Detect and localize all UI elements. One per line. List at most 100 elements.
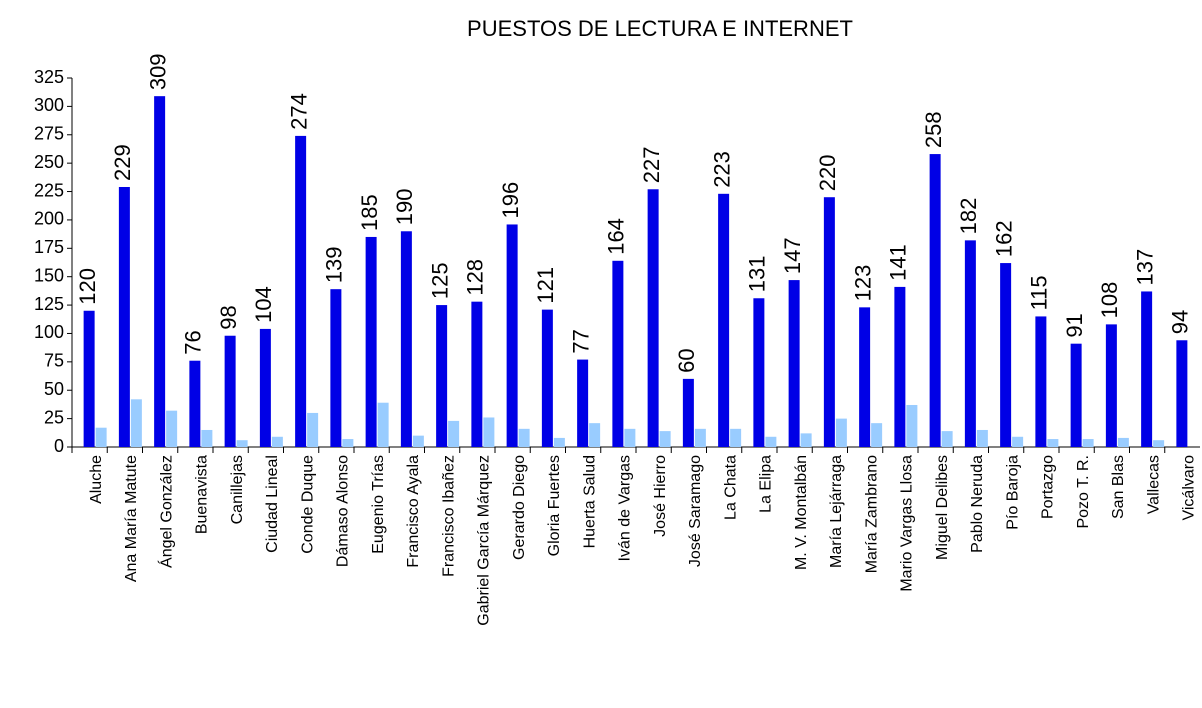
bar	[295, 135, 307, 448]
x-tick-label: Eugenio Trías	[370, 455, 387, 554]
value-label: 121	[533, 267, 558, 304]
value-label: 196	[498, 182, 523, 219]
bar	[400, 231, 412, 447]
x-tick-label: María Lejárraga	[828, 455, 845, 568]
value-label: 77	[568, 329, 593, 353]
bar	[189, 360, 201, 447]
x-tick-label: Miguel Delibes	[934, 455, 951, 560]
bar	[859, 307, 871, 447]
value-label: 220	[815, 154, 840, 191]
value-label: 76	[181, 330, 206, 354]
bar	[1047, 439, 1059, 447]
bar	[730, 428, 742, 447]
x-tick-label: Pablo Neruda	[969, 455, 986, 553]
x-tick-label: Vicálvaro	[1181, 455, 1198, 521]
bar	[765, 436, 777, 447]
x-tick-label: Iván de Vargas	[617, 455, 634, 561]
bar	[788, 280, 800, 447]
value-label: 223	[709, 151, 734, 188]
y-tick-label: 250	[34, 152, 64, 172]
bar	[95, 427, 107, 447]
value-label: 185	[357, 194, 382, 231]
bar	[553, 437, 565, 447]
x-tick-label: José Saramago	[687, 455, 704, 567]
bar	[682, 378, 694, 447]
bar	[83, 310, 95, 447]
y-tick-label: 325	[34, 67, 64, 87]
bar	[483, 417, 495, 447]
bar	[1000, 263, 1012, 447]
bar	[1012, 436, 1024, 447]
bar	[271, 436, 283, 447]
bar	[236, 440, 248, 447]
y-tick-label: 150	[34, 265, 64, 285]
bar	[589, 423, 601, 447]
bar	[835, 418, 847, 447]
value-label: 229	[110, 144, 135, 181]
x-tick-label: Gerardo Diego	[511, 455, 528, 560]
x-tick-label: Pozo T. R.	[1075, 455, 1092, 529]
y-tick-label: 225	[34, 180, 64, 200]
bar	[377, 402, 389, 447]
y-tick-label: 300	[34, 95, 64, 115]
bar	[1035, 316, 1047, 447]
bar	[118, 186, 130, 447]
x-tick-label: Ángel González	[156, 455, 175, 568]
value-label: 139	[322, 246, 347, 283]
bar	[166, 410, 178, 447]
y-tick-label: 75	[44, 351, 64, 371]
value-label: 60	[674, 348, 699, 372]
value-label: 91	[1062, 313, 1087, 337]
value-label: 131	[745, 256, 770, 293]
value-label: 182	[956, 198, 981, 235]
y-tick-label: 200	[34, 209, 64, 229]
value-label: 123	[850, 265, 875, 302]
y-tick-label: 100	[34, 322, 64, 342]
x-tick-label: Aluche	[88, 455, 105, 504]
x-tick-label: Huerta Salud	[581, 455, 598, 548]
y-tick-label: 175	[34, 237, 64, 257]
value-label: 227	[639, 147, 664, 184]
value-label: 164	[604, 218, 629, 255]
value-label: 162	[991, 220, 1016, 257]
value-label: 94	[1168, 310, 1193, 334]
bar	[365, 236, 377, 447]
bar	[518, 428, 530, 447]
x-tick-label: Mario Vargas Llosa	[899, 455, 916, 592]
bar	[976, 429, 988, 447]
bar	[412, 435, 424, 447]
bar	[224, 335, 236, 447]
value-label: 104	[251, 286, 276, 323]
x-tick-label: Canillejas	[229, 455, 246, 524]
x-tick-label: María Zambrano	[863, 455, 880, 573]
x-tick-label: Buenavista	[194, 455, 211, 534]
bar	[941, 431, 953, 447]
value-label: 128	[463, 259, 488, 296]
bar	[624, 428, 636, 447]
value-label: 258	[921, 111, 946, 148]
bar	[929, 154, 941, 447]
x-tick-label: Francisco Ayala	[405, 455, 422, 568]
bar	[506, 224, 518, 447]
y-tick-label: 0	[54, 436, 64, 456]
x-tick-label: Gabriel García Márquez	[476, 455, 493, 626]
bar	[1082, 439, 1094, 447]
bar	[201, 429, 213, 447]
bar	[906, 404, 918, 447]
bar	[1176, 340, 1188, 447]
bar	[1105, 324, 1117, 447]
bar	[307, 412, 319, 447]
x-tick-label: La Chata	[722, 455, 739, 520]
y-tick-label: 50	[44, 379, 64, 399]
y-tick-label: 125	[34, 294, 64, 314]
bar	[154, 96, 166, 448]
bar	[259, 328, 271, 447]
x-tick-label: M. V. Montalbán	[793, 455, 810, 570]
bar	[753, 298, 765, 447]
value-label: 141	[886, 244, 911, 281]
bar	[694, 428, 706, 447]
bar	[448, 420, 460, 447]
y-tick-label: 275	[34, 124, 64, 144]
x-tick-label: Vallecas	[1145, 455, 1162, 514]
